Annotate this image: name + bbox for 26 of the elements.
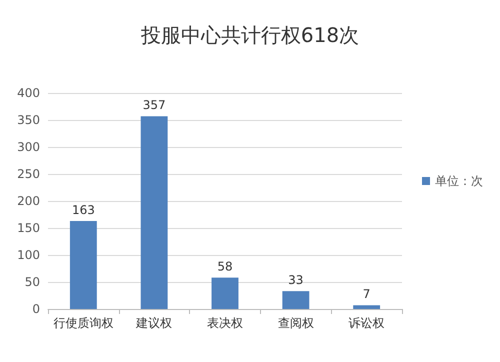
y-tick-label: 250 bbox=[17, 167, 40, 181]
data-label: 58 bbox=[217, 260, 233, 274]
data-label: 7 bbox=[362, 287, 370, 302]
x-tick-label: 查阅权 bbox=[278, 316, 314, 330]
x-tick-label: 行使质询权 bbox=[53, 316, 114, 330]
bar bbox=[70, 220, 97, 309]
chart-title: 投服中心共计行权618次 bbox=[140, 23, 360, 47]
y-tick-label: 0 bbox=[32, 302, 40, 316]
y-tick-label: 350 bbox=[17, 113, 40, 127]
y-tick-label: 400 bbox=[17, 86, 40, 100]
data-label: 357 bbox=[142, 98, 166, 112]
x-tick-label: 诉讼权 bbox=[348, 316, 385, 330]
data-label: 33 bbox=[288, 273, 304, 288]
bar bbox=[282, 291, 310, 309]
data-label: 163 bbox=[72, 202, 95, 217]
y-tick-label: 300 bbox=[17, 140, 40, 154]
y-tick-label: 150 bbox=[17, 221, 40, 235]
y-tick-label: 50 bbox=[24, 275, 40, 289]
bar bbox=[140, 116, 168, 309]
x-tick-label: 表决权 bbox=[207, 316, 243, 330]
y-tick-label: 100 bbox=[17, 248, 40, 262]
bar bbox=[353, 305, 380, 309]
legend-label: 单位：次 bbox=[435, 174, 483, 188]
bar bbox=[212, 278, 238, 309]
y-tick-label: 200 bbox=[17, 194, 40, 208]
x-tick-label: 建议权 bbox=[135, 316, 172, 330]
